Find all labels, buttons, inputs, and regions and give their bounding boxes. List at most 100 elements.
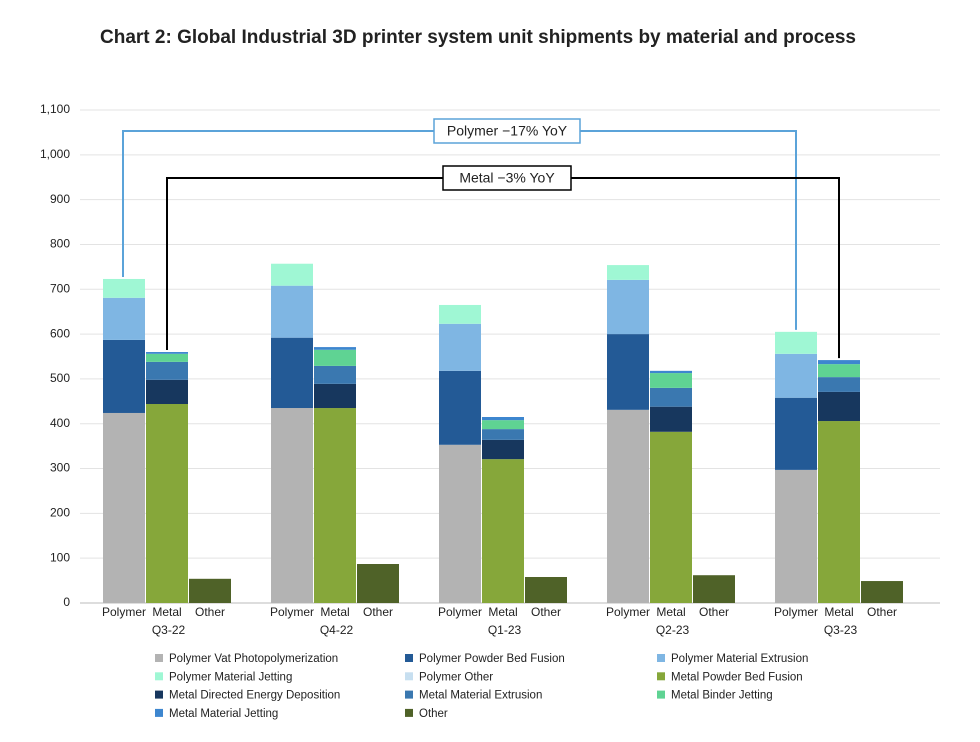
group-label: Q1-23: [488, 623, 522, 637]
y-tick-label: 100: [50, 550, 70, 564]
bar-segment: [861, 581, 903, 603]
group-label: Q4-22: [320, 623, 354, 637]
y-tick-label: 800: [50, 237, 70, 251]
x-tick-label: Other: [699, 605, 729, 619]
annotation-box: [433, 118, 581, 144]
x-tick-label: Metal: [320, 605, 349, 619]
bar-segment: [482, 420, 524, 430]
chart-title: Chart 2: Global Industrial 3D printer sy…: [100, 27, 856, 48]
bar-segment: [103, 278, 145, 298]
legend-label: Polymer Material Extrusion: [671, 653, 808, 665]
bar-segment: [525, 577, 567, 603]
bar-segment: [775, 469, 817, 603]
bar-segment: [314, 383, 356, 409]
legend-label: Polymer Vat Photopolymerization: [169, 653, 338, 665]
bar-segment: [314, 408, 356, 603]
bar-segment: [818, 360, 860, 365]
bar-segment: [482, 429, 524, 440]
annotation-line: [166, 177, 840, 359]
legend-swatch: [155, 708, 163, 717]
x-tick-label: Polymer: [774, 605, 818, 619]
legend-swatch: [657, 690, 665, 699]
bar-segment: [314, 347, 356, 350]
legend-label: Metal Binder Jetting: [671, 690, 773, 702]
bar-segment: [607, 334, 649, 410]
y-tick-label: 600: [50, 326, 70, 340]
y-tick-label: 1,000: [40, 147, 70, 161]
bar-segment: [775, 397, 817, 470]
bar-segment: [607, 265, 649, 280]
legend-label: Polymer Material Jetting: [169, 671, 292, 683]
legend-swatch: [155, 672, 163, 681]
legend-swatch: [405, 672, 413, 681]
bar-segment: [103, 412, 145, 603]
x-tick-label: Polymer: [270, 605, 314, 619]
legend-swatch: [405, 708, 413, 717]
bar-segment: [775, 353, 817, 398]
legend-label: Polymer Other: [419, 671, 493, 683]
bar-segment: [650, 373, 692, 388]
y-tick-label: 0: [63, 595, 70, 609]
bar-segment: [271, 337, 313, 409]
legend-label: Other: [419, 708, 448, 720]
y-tick-label: 1,100: [40, 102, 70, 116]
bar-segment: [271, 408, 313, 603]
legend-swatch: [657, 654, 665, 662]
group-label: Q3-22: [152, 623, 186, 637]
bar-segment: [103, 297, 145, 340]
bar-segment: [650, 431, 692, 603]
bar-segment: [146, 353, 188, 362]
bar-segment: [357, 564, 399, 603]
bar-segment: [146, 361, 188, 380]
bar-segment: [482, 459, 524, 603]
bar-segment: [439, 323, 481, 371]
x-tick-label: Polymer: [438, 605, 482, 619]
bar-segment: [271, 263, 313, 286]
legend-label: Metal Powder Bed Fusion: [671, 671, 803, 683]
bar-segment: [146, 404, 188, 603]
bar-segment: [439, 444, 481, 603]
bar-segment: [482, 417, 524, 421]
bar-segment: [314, 365, 356, 384]
annotation-box: [442, 165, 572, 191]
x-tick-label: Other: [867, 605, 897, 619]
bar-segment: [650, 406, 692, 432]
x-tick-label: Other: [195, 605, 225, 619]
legend-label: Polymer Powder Bed Fusion: [419, 653, 565, 665]
y-tick-label: 900: [50, 192, 70, 206]
legend-swatch: [405, 654, 413, 662]
x-tick-label: Metal: [824, 605, 853, 619]
legend-label: Metal Material Jetting: [169, 708, 278, 720]
bar-segment: [314, 349, 356, 366]
annotation-text: Polymer −17% YoY: [447, 123, 568, 139]
x-tick-label: Polymer: [606, 605, 650, 619]
x-tick-label: Other: [363, 605, 393, 619]
annotation-text: Metal −3% YoY: [459, 170, 555, 186]
bar-segment: [650, 387, 692, 407]
bar-segment: [103, 339, 145, 413]
bar-segment: [650, 370, 692, 374]
bar-segment: [818, 377, 860, 392]
bar-segment: [607, 409, 649, 603]
bar-segment: [189, 578, 231, 603]
x-tick-label: Metal: [488, 605, 517, 619]
bar-segment: [146, 352, 188, 354]
y-tick-label: 400: [50, 416, 70, 430]
bar-segment: [775, 331, 817, 354]
y-tick-label: 200: [50, 506, 70, 520]
y-tick-label: 300: [50, 461, 70, 475]
legend-label: Metal Material Extrusion: [419, 690, 542, 702]
bar-segment: [439, 370, 481, 445]
bar-segment: [146, 379, 188, 405]
legend-swatch: [405, 690, 413, 699]
x-tick-label: Metal: [152, 605, 181, 619]
legend-swatch: [155, 654, 163, 662]
legend-label: Metal Directed Energy Deposition: [169, 690, 340, 702]
bar-segment: [271, 285, 313, 338]
bar-segment: [693, 575, 735, 603]
legend-swatch: [155, 690, 163, 699]
x-tick-label: Polymer: [102, 605, 146, 619]
group-label: Q3-23: [824, 623, 858, 637]
annotation-line: [122, 130, 797, 330]
